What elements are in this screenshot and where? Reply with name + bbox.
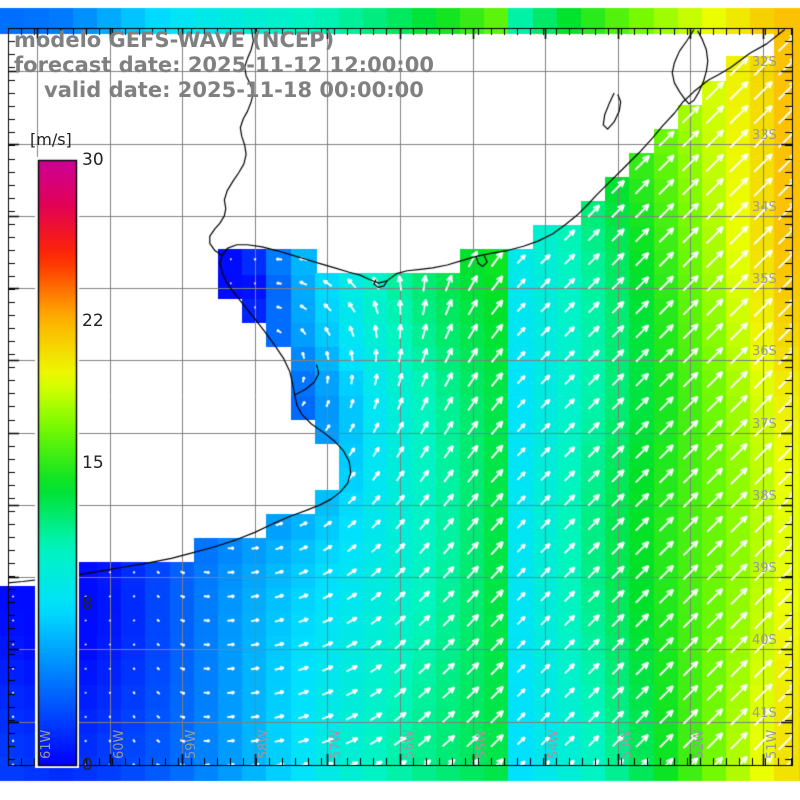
- longitude-tick-label: 51W: [764, 729, 780, 759]
- colorbar-tick-label: 22: [82, 311, 104, 332]
- latitude-tick-label: 35S: [752, 272, 777, 288]
- longitude-tick-label: 54W: [547, 729, 563, 759]
- colorbar-tick-label: 30: [82, 150, 104, 170]
- colorbar-unit-label: [m/s]: [30, 130, 72, 149]
- longitude-tick-label: 60W: [111, 729, 127, 759]
- longitude-tick-label: 56W: [402, 729, 417, 759]
- longitude-tick-label: 53W: [619, 729, 635, 759]
- latitude-tick-label: 33S: [752, 127, 777, 143]
- longitude-tick-label: 58W: [256, 729, 272, 759]
- latitude-tick-label: 36S: [752, 344, 777, 360]
- longitude-tick-label: 52W: [692, 729, 708, 759]
- colorbar-tick-label: 0: [82, 755, 93, 775]
- latitude-tick-label: 32S: [752, 55, 777, 71]
- latitude-tick-label: 34S: [752, 199, 777, 215]
- longitude-tick-label: 55W: [474, 729, 490, 759]
- longitude-tick-label: 57W: [329, 729, 345, 759]
- latitude-tick-label: 40S: [752, 633, 777, 649]
- colorbar-tick-label: 8: [82, 593, 93, 614]
- longitude-tick-label: 61W: [39, 729, 55, 759]
- latitude-tick-label: 38S: [752, 488, 777, 504]
- latitude-tick-label: 41S: [752, 705, 777, 721]
- longitude-tick-label: 59W: [184, 729, 200, 759]
- latitude-tick-label: 39S: [752, 561, 777, 577]
- latitude-tick-label: 37S: [752, 416, 777, 432]
- colorbar-tick-label: 15: [82, 452, 104, 473]
